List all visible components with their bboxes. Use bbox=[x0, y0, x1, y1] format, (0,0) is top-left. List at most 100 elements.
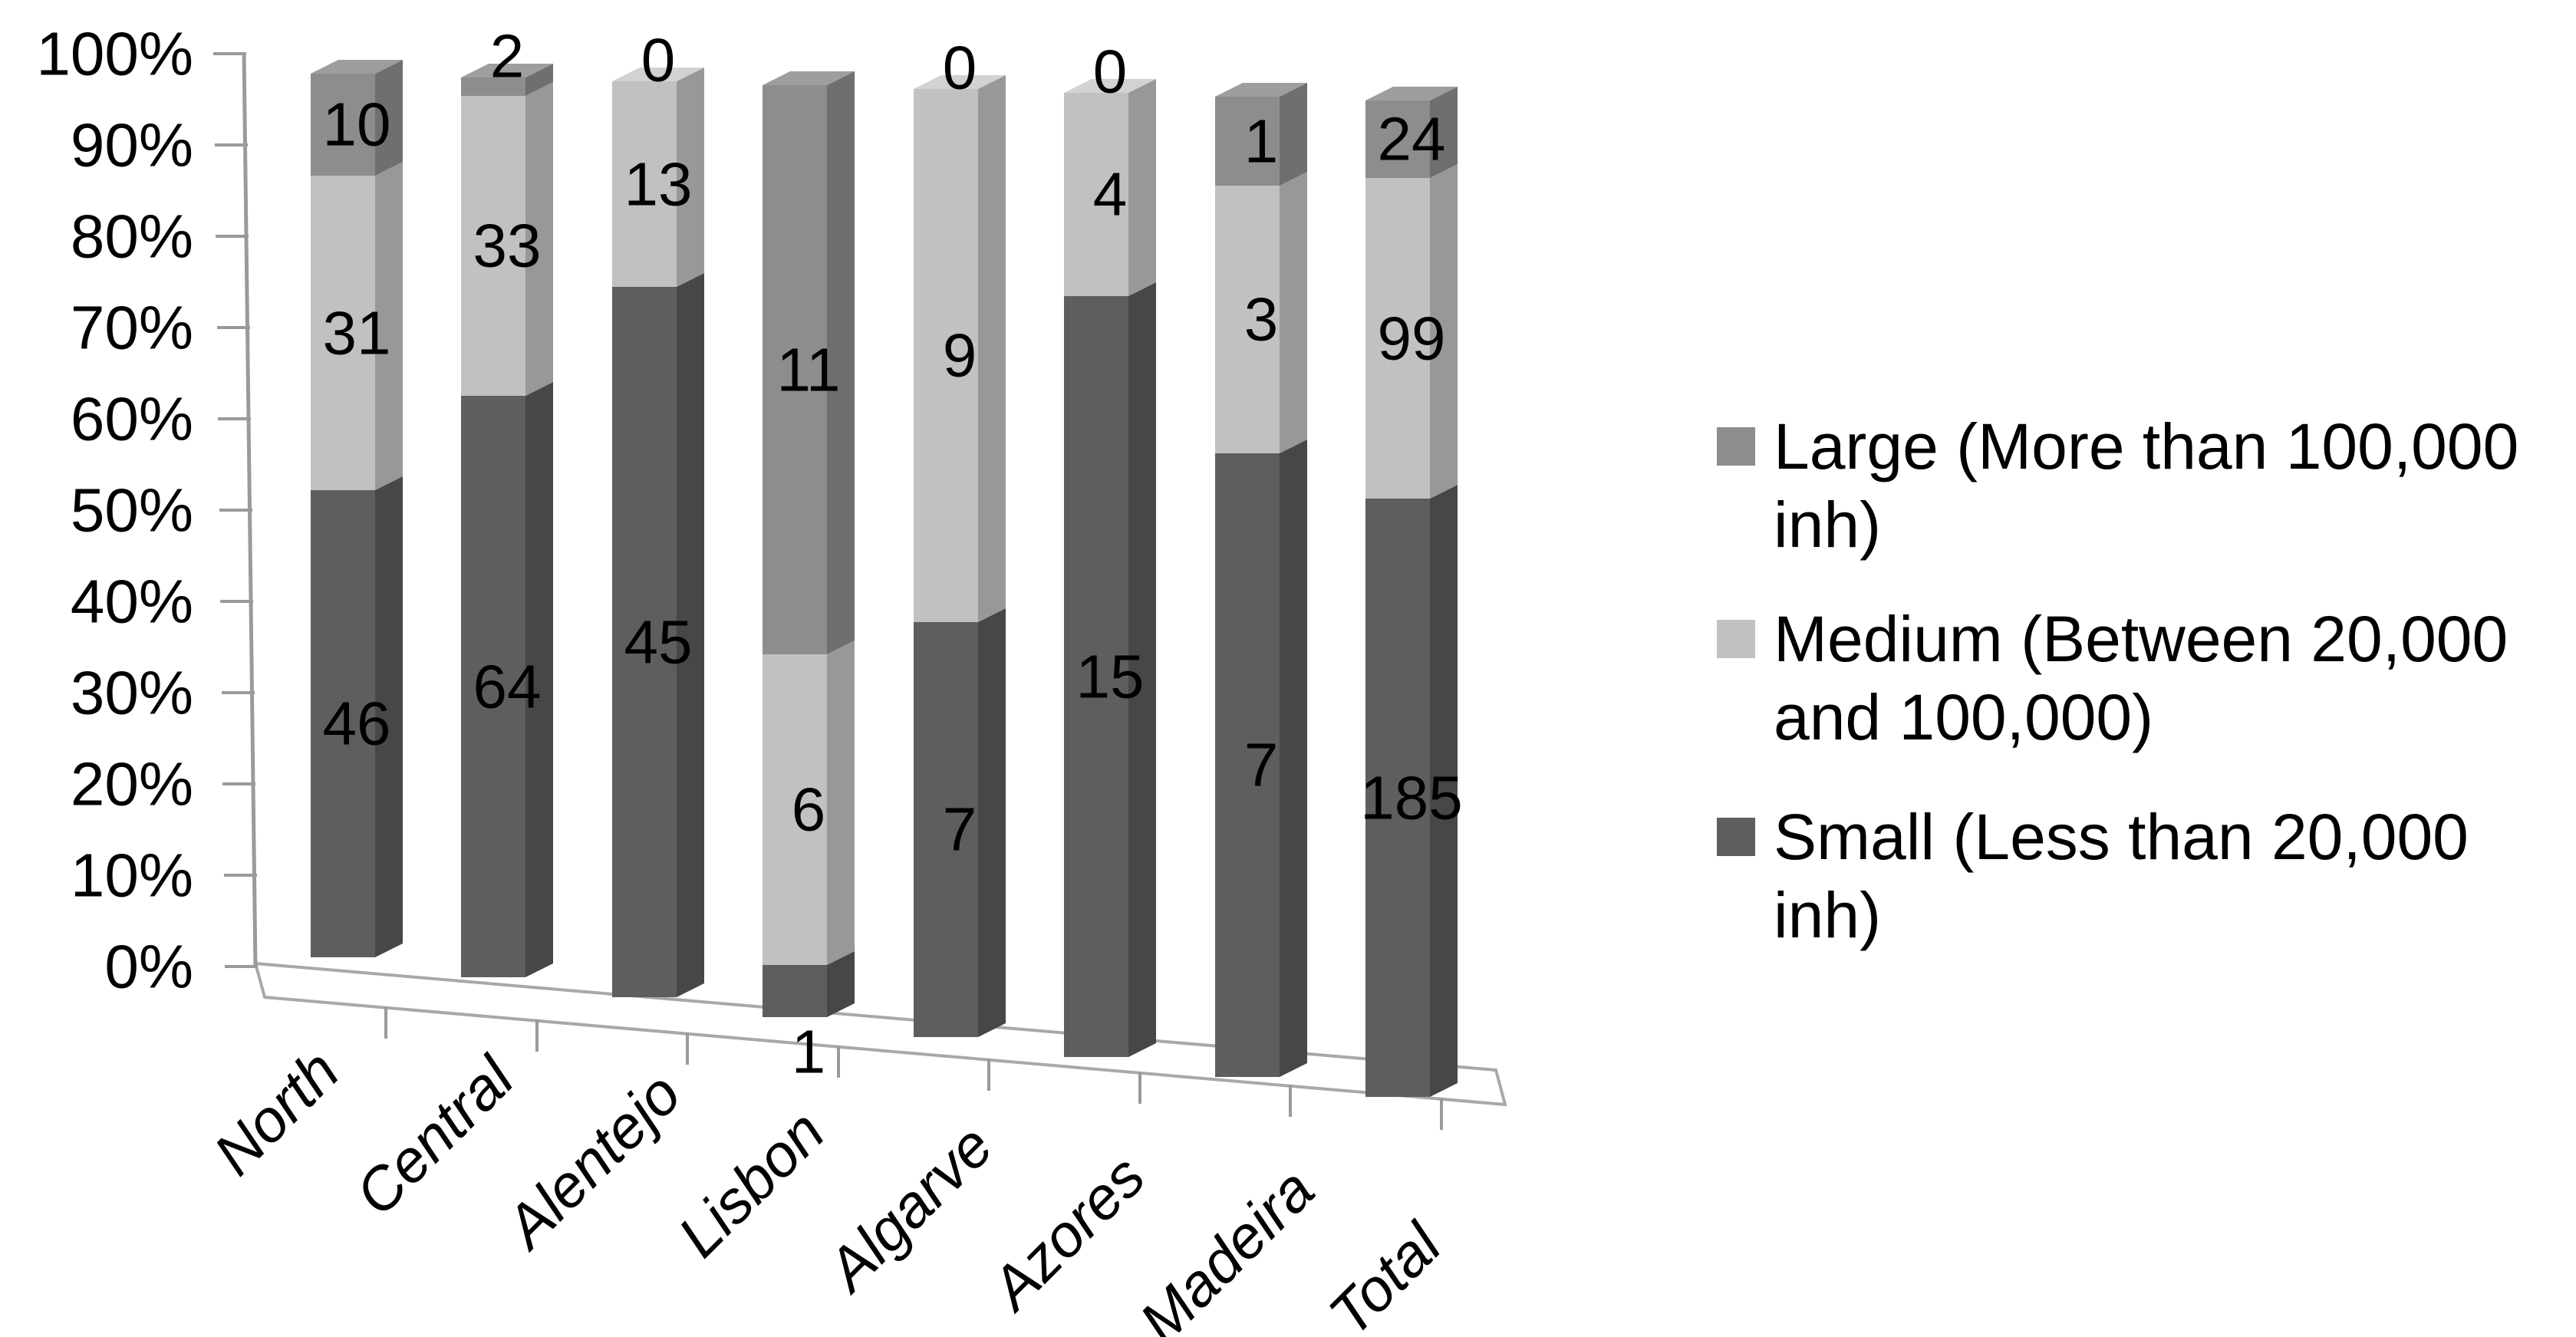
segment-medium-front bbox=[914, 89, 978, 622]
y-axis-labels: 100% 90% 80% 70% 60% 50% 40% 30% 20% 10%… bbox=[36, 20, 193, 1001]
segment-side-face bbox=[1128, 79, 1156, 296]
legend-label-medium: Medium (Between 20,000 and 100,000) bbox=[1774, 603, 2508, 754]
data-label-medium: 13 bbox=[624, 150, 693, 219]
segment-side-face bbox=[1280, 172, 1307, 453]
data-label-small: 64 bbox=[473, 653, 542, 721]
bar-top-face bbox=[1064, 79, 1156, 93]
data-label-small: 7 bbox=[943, 795, 977, 864]
segment-side-face bbox=[1280, 440, 1307, 1077]
segment-side-face bbox=[525, 82, 553, 396]
bar-top-face bbox=[311, 60, 403, 74]
segment-small-front bbox=[612, 287, 677, 997]
legend-swatch-large bbox=[1717, 427, 1755, 466]
y-tick-label: 100% bbox=[36, 20, 193, 88]
category-label: Total bbox=[1316, 1209, 1455, 1337]
category-label: North bbox=[200, 1036, 351, 1187]
legend-label-large: Large (More than 100,000 inh) bbox=[1774, 410, 2519, 561]
bar-total: 185 99 24 bbox=[1360, 87, 1463, 1097]
category-label: Algarve bbox=[812, 1111, 1006, 1305]
segment-side-face bbox=[375, 60, 403, 176]
segment-small-front bbox=[311, 490, 375, 957]
segment-side-face bbox=[525, 382, 553, 977]
y-tick-label: 60% bbox=[71, 385, 193, 453]
y-tick-label: 90% bbox=[71, 111, 193, 179]
data-label-small: 7 bbox=[1244, 731, 1279, 799]
data-label-medium: 33 bbox=[473, 212, 542, 280]
segment-side-face bbox=[827, 71, 855, 654]
data-label-small: 46 bbox=[323, 690, 391, 758]
bar-north: 46 31 10 bbox=[311, 60, 403, 957]
segment-side-face bbox=[375, 162, 403, 490]
bar-lisbon: 1 6 11 bbox=[763, 71, 855, 1086]
category-label: Azores bbox=[976, 1142, 1158, 1324]
bar-madeira: 7 3 1 bbox=[1215, 83, 1307, 1077]
data-label-medium: 6 bbox=[792, 776, 826, 844]
bar-algarve: 7 9 0 bbox=[914, 34, 1006, 1037]
segment-medium-front bbox=[612, 81, 677, 287]
legend-label-small: Small (Less than 20,000 inh) bbox=[1774, 801, 2469, 952]
bar-top-face bbox=[763, 71, 855, 85]
data-label-medium: 4 bbox=[1093, 160, 1128, 229]
segment-side-face bbox=[375, 476, 403, 957]
data-label-large: 0 bbox=[1093, 38, 1128, 106]
data-label-small: 45 bbox=[624, 608, 693, 677]
segment-side-face bbox=[1280, 83, 1307, 186]
segment-side-face bbox=[827, 641, 855, 965]
y-tick-label: 20% bbox=[71, 750, 193, 818]
data-label-large: 0 bbox=[943, 34, 977, 102]
y-tick-label: 70% bbox=[71, 294, 193, 362]
segment-medium-front bbox=[1365, 178, 1430, 499]
segment-medium-front bbox=[461, 96, 525, 396]
segment-side-face bbox=[1430, 87, 1458, 178]
segment-medium-front bbox=[1064, 93, 1128, 296]
legend-swatch-small bbox=[1717, 818, 1755, 856]
segment-side-face bbox=[1430, 164, 1458, 499]
legend-item-large: Large (More than 100,000 inh) bbox=[1717, 407, 2568, 565]
bar-top-face bbox=[1365, 87, 1458, 100]
segment-small-front bbox=[763, 965, 827, 1017]
y-tick-label: 10% bbox=[71, 841, 193, 910]
segment-large-front bbox=[461, 77, 525, 96]
segment-medium-front bbox=[763, 654, 827, 965]
segment-small-front bbox=[914, 622, 978, 1037]
segment-small-front bbox=[1365, 499, 1430, 1097]
bar-top-face bbox=[612, 68, 704, 81]
bar-top-face bbox=[461, 64, 553, 77]
segment-large-front bbox=[763, 85, 827, 654]
category-label: Central bbox=[342, 1042, 528, 1228]
data-label-small: 185 bbox=[1360, 764, 1462, 832]
y-axis-tick-marks bbox=[213, 52, 258, 968]
segment-medium-front bbox=[1215, 186, 1280, 453]
segment-medium-front bbox=[311, 176, 375, 490]
segment-side-face bbox=[978, 75, 1006, 622]
segment-side-face bbox=[677, 68, 704, 287]
category-label: Madeira bbox=[1126, 1155, 1326, 1337]
data-label-medium: 3 bbox=[1244, 285, 1279, 354]
y-tick-label: 30% bbox=[71, 659, 193, 727]
data-label-medium: 31 bbox=[323, 299, 391, 367]
data-label-small: 1 bbox=[792, 1018, 826, 1086]
y-tick-label: 40% bbox=[71, 568, 193, 636]
category-tick-marks bbox=[384, 1006, 1443, 1130]
bar-azores: 15 4 0 bbox=[1064, 38, 1156, 1057]
data-label-medium: 99 bbox=[1378, 305, 1446, 373]
segment-small-front bbox=[461, 396, 525, 977]
y-tick-label: 50% bbox=[71, 476, 193, 545]
bar-top-face bbox=[914, 75, 1006, 89]
data-label-large: 24 bbox=[1378, 105, 1446, 173]
segment-side-face bbox=[978, 608, 1006, 1037]
segment-small-front bbox=[1064, 296, 1128, 1057]
data-label-small: 15 bbox=[1076, 643, 1145, 711]
segment-large-front bbox=[1365, 100, 1430, 178]
segment-side-face bbox=[525, 64, 553, 96]
data-label-large: 2 bbox=[490, 22, 525, 91]
data-label-large: 11 bbox=[776, 336, 840, 404]
legend-item-small: Small (Less than 20,000 inh) bbox=[1717, 798, 2568, 955]
y-tick-label: 80% bbox=[71, 203, 193, 271]
y-tick-label: 0% bbox=[104, 933, 193, 1001]
segment-large-front bbox=[1215, 97, 1280, 186]
segment-side-face bbox=[827, 951, 855, 1017]
data-label-large: 0 bbox=[641, 26, 676, 94]
segment-side-face bbox=[1128, 282, 1156, 1057]
